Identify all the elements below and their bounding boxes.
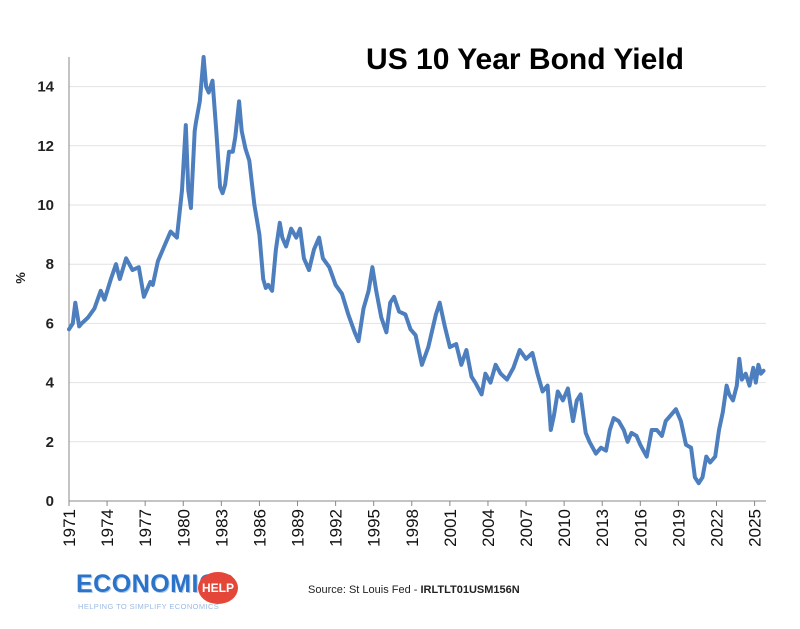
y-tick-label: 12 <box>37 138 54 155</box>
source-series-code: IRLTLT01USM156N <box>420 584 520 596</box>
x-tick-label: 2004 <box>479 509 498 547</box>
y-tick-labels: 0 2 4 6 8 10 12 14 <box>37 79 54 510</box>
y-tick-label: 0 <box>46 493 54 510</box>
x-tick-label: 2010 <box>555 509 574 547</box>
x-tick-label: 1986 <box>250 509 269 547</box>
economics-help-logo: ECONOMICS HELP HELPING TO SIMPLIFY ECONO… <box>74 568 244 616</box>
x-tick-label: 2001 <box>441 509 460 547</box>
source-prefix: Source: St Louis Fed - <box>308 584 421 596</box>
x-tick-label: 1998 <box>403 509 422 547</box>
x-tick-label: 2013 <box>593 509 612 547</box>
x-tick-label: 1980 <box>174 509 193 547</box>
yield-series-line <box>67 55 766 486</box>
y-tick-label: 10 <box>37 197 54 214</box>
y-tick-label: 2 <box>46 434 54 451</box>
x-tick-label: 2022 <box>707 509 726 547</box>
x-tick-label: 1977 <box>136 509 155 547</box>
y-tick-label: 8 <box>46 256 54 273</box>
x-tick-label: 1983 <box>212 509 231 547</box>
x-tick-label: 2016 <box>631 509 650 547</box>
x-tick-label: 2007 <box>517 509 536 547</box>
x-tick-label: 1971 <box>60 509 79 547</box>
logo-tagline: HELPING TO SIMPLIFY ECONOMICS <box>78 602 220 611</box>
chart-title: US 10 Year Bond Yield <box>366 43 684 76</box>
logo-help-badge: HELP <box>198 572 238 604</box>
x-tick-label: 2025 <box>746 509 765 547</box>
source-note: Source: St Louis Fed - IRLTLT01USM156N <box>308 584 520 596</box>
bond-yield-chart: US 10 Year Bond Yield % 0 2 4 6 8 10 12 14 1971… <box>13 43 766 547</box>
grid-lines <box>69 86 766 443</box>
x-tick-label: 1974 <box>98 509 117 547</box>
y-tick-label: 14 <box>37 79 54 96</box>
x-tick-label: 1989 <box>289 509 308 547</box>
x-tick-label: 1992 <box>327 509 346 547</box>
y-tick-label: 6 <box>46 315 54 332</box>
x-tick-label: 2019 <box>669 509 688 547</box>
x-tick-labels: 1971 1974 1977 1980 1983 1986 1989 1992 1995 1998… <box>60 501 765 547</box>
y-tick-label: 4 <box>46 375 55 392</box>
y-axis-label: % <box>13 272 28 284</box>
x-tick-label: 1995 <box>365 509 384 547</box>
